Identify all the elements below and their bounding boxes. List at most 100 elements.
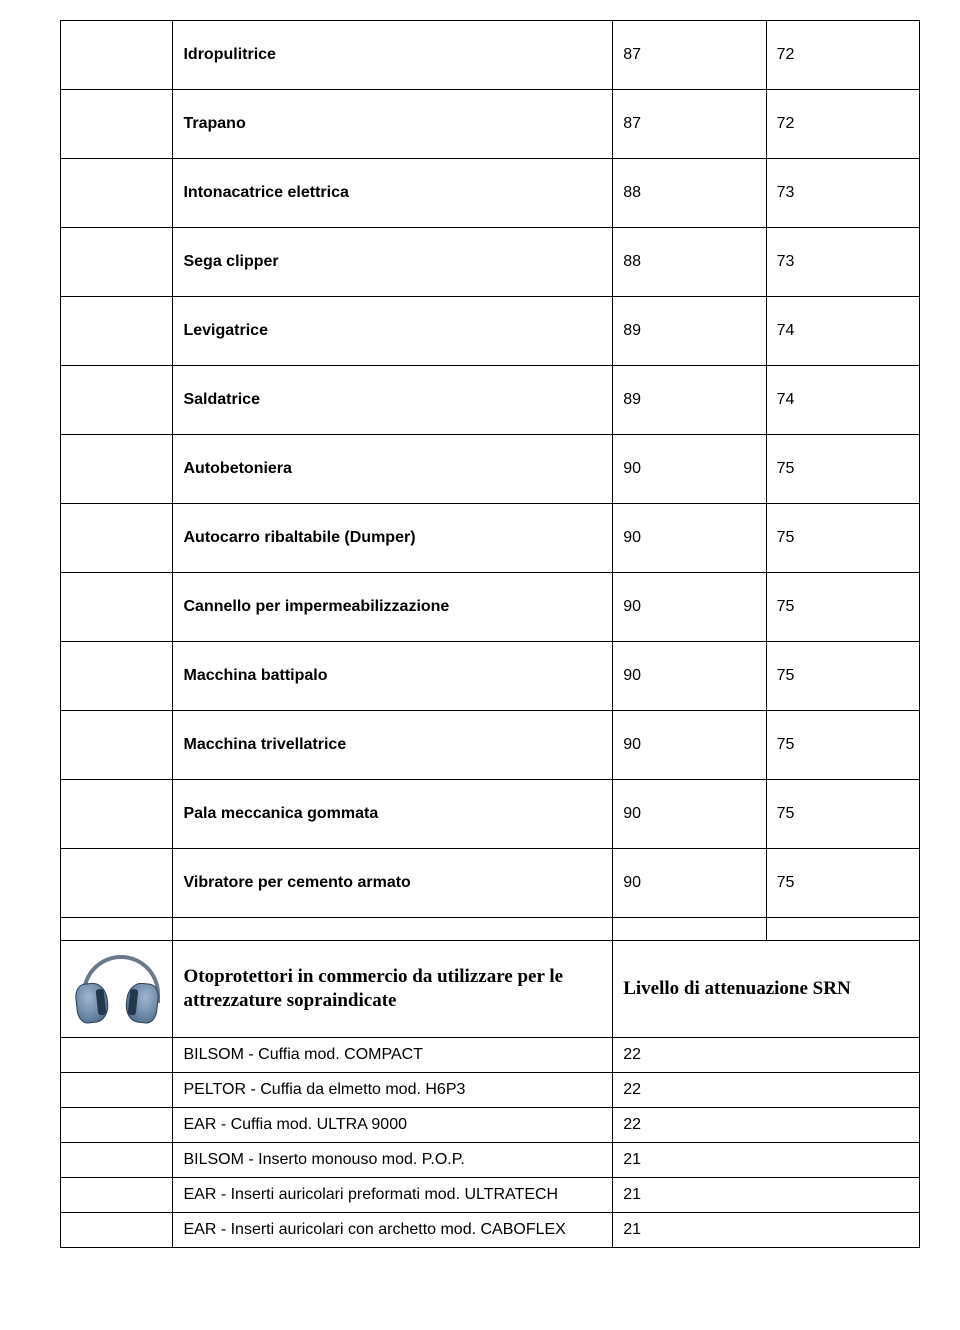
icon-cell-empty [61,504,173,573]
equipment-name: Levigatrice [173,322,612,340]
equipment-value-1: 90 [613,598,765,616]
icon-cell-empty [61,573,173,642]
otoprotector-value: 21 [613,1186,919,1204]
empty-cell [766,918,919,941]
equipment-name: Autobetoniera [173,460,612,478]
equipment-value-2: 72 [767,115,919,133]
equipment-row: Pala meccanica gommata 90 75 [61,780,920,849]
icon-cell-empty [61,159,173,228]
equipment-row: Cannello per impermeabilizzazione 90 75 [61,573,920,642]
equipment-value-2: 74 [767,322,919,340]
icon-cell-empty [61,366,173,435]
icon-cell-empty [61,1073,173,1108]
earmuff-icon [72,949,162,1029]
equipment-value-2: 73 [767,253,919,271]
otoprotector-value: 22 [613,1081,919,1099]
equipment-value-1: 90 [613,667,765,685]
icon-cell-empty [61,297,173,366]
equipment-value-1: 88 [613,253,765,271]
equipment-value-1: 90 [613,805,765,823]
equipment-row: Macchina trivellatrice 90 75 [61,711,920,780]
otoprotector-value: 21 [613,1151,919,1169]
icon-cell-empty [61,1178,173,1213]
equipment-row: Saldatrice 89 74 [61,366,920,435]
separator-row [61,918,920,941]
otoprotector-name: EAR - Inserti auricolari con archetto mo… [173,1221,612,1239]
equipment-value-2: 75 [767,805,919,823]
otoprotector-value: 22 [613,1116,919,1134]
equipment-name: Cannello per impermeabilizzazione [173,598,612,616]
equipment-value-2: 75 [767,667,919,685]
equipment-value-1: 88 [613,184,765,202]
equipment-value-1: 87 [613,46,765,64]
equipment-row: Intonacatrice elettrica 88 73 [61,159,920,228]
equipment-value-2: 75 [767,598,919,616]
icon-cell-empty [61,780,173,849]
equipment-name: Vibratore per cemento armato [173,874,612,892]
otoprotector-name: EAR - Cuffia mod. ULTRA 9000 [173,1116,612,1134]
empty-cell [173,918,613,941]
otoprotector-row: EAR - Inserti auricolari preformati mod.… [61,1178,920,1213]
equipment-row: Trapano 87 72 [61,90,920,159]
equipment-value-1: 89 [613,391,765,409]
equipment-row: Sega clipper 88 73 [61,228,920,297]
otoprotector-row: PELTOR - Cuffia da elmetto mod. H6P3 22 [61,1073,920,1108]
equipment-name: Intonacatrice elettrica [173,184,612,202]
icon-cell-empty [61,642,173,711]
equipment-name: Macchina trivellatrice [173,736,612,754]
equipment-row: Vibratore per cemento armato 90 75 [61,849,920,918]
equipment-name: Autocarro ribaltabile (Dumper) [173,529,612,547]
otoprotectors-level-header: Livello di attenuazione SRN [613,967,919,1011]
earmuff-icon-cell [61,941,173,1038]
equipment-value-2: 75 [767,874,919,892]
equipment-name: Sega clipper [173,253,612,271]
equipment-name: Macchina battipalo [173,667,612,685]
equipment-value-1: 90 [613,736,765,754]
equipment-value-2: 75 [767,460,919,478]
otoprotector-name: BILSOM - Inserto monouso mod. P.O.P. [173,1151,612,1169]
icon-cell-empty [61,1038,173,1073]
empty-cell [613,918,766,941]
otoprotector-name: PELTOR - Cuffia da elmetto mod. H6P3 [173,1081,612,1099]
page: Idropulitrice 87 72 Trapano 87 72 Intona… [0,0,960,1278]
equipment-name: Saldatrice [173,391,612,409]
otoprotectors-header-row: Otoprotettori in commercio da utilizzare… [61,941,920,1038]
equipment-value-2: 75 [767,529,919,547]
icon-cell-empty [61,228,173,297]
icon-cell-empty [61,711,173,780]
equipment-value-1: 90 [613,460,765,478]
equipment-name: Pala meccanica gommata [173,805,612,823]
otoprotector-value: 21 [613,1221,919,1239]
icon-cell-empty [61,21,173,90]
otoprotector-name: EAR - Inserti auricolari preformati mod.… [173,1186,612,1204]
equipment-value-2: 75 [767,736,919,754]
equipment-row: Macchina battipalo 90 75 [61,642,920,711]
equipment-value-1: 90 [613,874,765,892]
otoprotectors-title: Otoprotettori in commercio da utilizzare… [173,955,612,1023]
icon-cell-empty [61,435,173,504]
main-table: Idropulitrice 87 72 Trapano 87 72 Intona… [60,20,920,1248]
equipment-value-1: 87 [613,115,765,133]
icon-cell-empty [61,1213,173,1248]
equipment-value-2: 73 [767,184,919,202]
otoprotector-row: BILSOM - Inserto monouso mod. P.O.P. 21 [61,1143,920,1178]
otoprotector-name: BILSOM - Cuffia mod. COMPACT [173,1046,612,1064]
equipment-name: Idropulitrice [173,46,612,64]
otoprotector-row: EAR - Cuffia mod. ULTRA 9000 22 [61,1108,920,1143]
equipment-value-1: 90 [613,529,765,547]
equipment-value-1: 89 [613,322,765,340]
equipment-row: Idropulitrice 87 72 [61,21,920,90]
equipment-row: Levigatrice 89 74 [61,297,920,366]
empty-cell [61,918,173,941]
equipment-value-2: 72 [767,46,919,64]
icon-cell-empty [61,1108,173,1143]
icon-cell-empty [61,849,173,918]
equipment-row: Autobetoniera 90 75 [61,435,920,504]
otoprotector-row: BILSOM - Cuffia mod. COMPACT 22 [61,1038,920,1073]
equipment-row: Autocarro ribaltabile (Dumper) 90 75 [61,504,920,573]
otoprotector-row: EAR - Inserti auricolari con archetto mo… [61,1213,920,1248]
icon-cell-empty [61,1143,173,1178]
equipment-name: Trapano [173,115,612,133]
equipment-value-2: 74 [767,391,919,409]
icon-cell-empty [61,90,173,159]
